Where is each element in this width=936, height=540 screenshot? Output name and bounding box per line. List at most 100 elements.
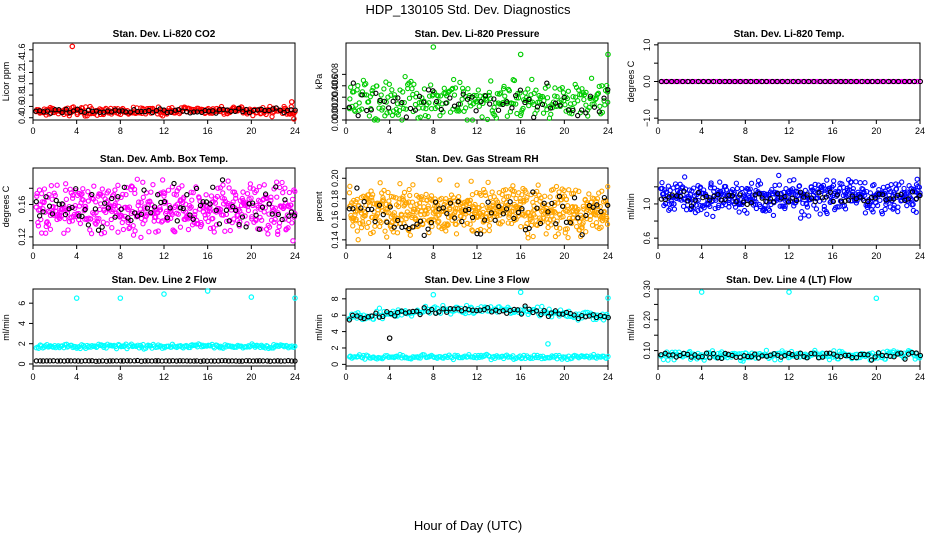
- panel-title: Stan. Dev. Li-820 Temp.: [734, 29, 845, 40]
- data-point: [457, 101, 464, 107]
- y-tick-label: 1.0: [642, 39, 652, 52]
- data-point: [772, 357, 778, 363]
- data-point: [491, 96, 497, 102]
- x-tick-label: 0: [30, 126, 35, 136]
- x-tick-label: 12: [784, 372, 794, 382]
- data-point: [447, 95, 453, 101]
- data-point: [460, 89, 467, 95]
- x-tick-label: 24: [915, 126, 925, 136]
- data-point: [579, 107, 585, 113]
- data-point: [560, 90, 567, 96]
- data-point: [591, 104, 598, 110]
- y-tick-label: 1.2: [17, 66, 27, 79]
- data-point: [120, 191, 126, 197]
- data-point: [421, 99, 427, 105]
- data-point: [457, 79, 463, 86]
- data-point: [880, 78, 886, 85]
- data-point: [695, 78, 701, 85]
- data-point: [774, 78, 780, 85]
- data-point: [790, 78, 796, 85]
- data-point: [99, 186, 105, 192]
- data-point: [601, 95, 607, 101]
- data-point: [785, 78, 791, 85]
- data-point: [522, 99, 528, 106]
- data-point: [385, 105, 392, 111]
- data-point: [63, 106, 69, 112]
- data-point: [904, 78, 910, 85]
- data-point: [496, 91, 503, 97]
- data-point: [801, 78, 807, 85]
- data-point: [504, 99, 510, 105]
- data-point: [451, 92, 458, 98]
- y-axis-label: kPa: [314, 74, 324, 90]
- outlier-point: [517, 51, 524, 58]
- data-point: [374, 83, 380, 89]
- data-point: [596, 83, 602, 90]
- data-point: [104, 221, 110, 227]
- data-point: [689, 78, 696, 85]
- data-point: [120, 226, 127, 233]
- data-point: [355, 83, 361, 89]
- data-point: [373, 90, 379, 96]
- data-point: [94, 218, 101, 224]
- data-point: [273, 105, 279, 111]
- data-point: [81, 109, 88, 115]
- data-point: [887, 78, 894, 85]
- data-point: [525, 86, 531, 92]
- x-tick-label: 0: [343, 126, 348, 136]
- panel-title: Stan. Dev. Amb. Box Temp.: [100, 154, 228, 165]
- data-point: [179, 183, 185, 189]
- x-tick-label: 16: [516, 126, 526, 136]
- data-point: [407, 105, 414, 112]
- data-point: [109, 225, 115, 231]
- data-point: [861, 78, 867, 85]
- data-point: [509, 105, 515, 111]
- data-point: [604, 89, 611, 95]
- data-point: [434, 104, 441, 110]
- data-point: [47, 226, 54, 232]
- data-point: [596, 109, 602, 115]
- data-point: [811, 78, 817, 85]
- data-point: [833, 78, 839, 85]
- data-point: [605, 99, 611, 105]
- x-tick-label: 24: [603, 126, 613, 136]
- data-point: [459, 96, 465, 102]
- series-1: [33, 176, 298, 244]
- data-point: [565, 88, 571, 94]
- data-point: [911, 78, 918, 85]
- data-point: [281, 110, 287, 116]
- data-point: [54, 182, 60, 188]
- data-point: [548, 111, 554, 117]
- x-tick-label: 0: [655, 372, 660, 382]
- data-point: [85, 198, 92, 204]
- data-point: [716, 78, 723, 85]
- data-point: [140, 179, 146, 185]
- data-point: [161, 107, 167, 113]
- data-point: [400, 105, 407, 112]
- data-point: [132, 190, 138, 197]
- data-point: [128, 183, 135, 189]
- data-point: [597, 103, 603, 109]
- data-point: [848, 78, 854, 85]
- data-point: [557, 102, 563, 108]
- data-point: [168, 109, 174, 115]
- data-point: [185, 226, 192, 233]
- data-point: [175, 211, 181, 217]
- data-point: [531, 114, 537, 120]
- data-point: [346, 104, 352, 110]
- data-point: [132, 228, 138, 234]
- data-point: [724, 78, 730, 85]
- data-point: [570, 94, 576, 100]
- data-point: [441, 85, 447, 91]
- data-point: [473, 92, 480, 99]
- data-point: [80, 197, 86, 203]
- data-point: [552, 85, 558, 91]
- data-point: [369, 87, 375, 94]
- data-point: [450, 76, 457, 83]
- data-point: [140, 194, 146, 200]
- data-point: [112, 187, 118, 193]
- data-point: [66, 203, 72, 210]
- y-tick-label: 0.008: [330, 63, 340, 86]
- x-tick-label: 4: [74, 126, 79, 136]
- data-point: [243, 106, 249, 113]
